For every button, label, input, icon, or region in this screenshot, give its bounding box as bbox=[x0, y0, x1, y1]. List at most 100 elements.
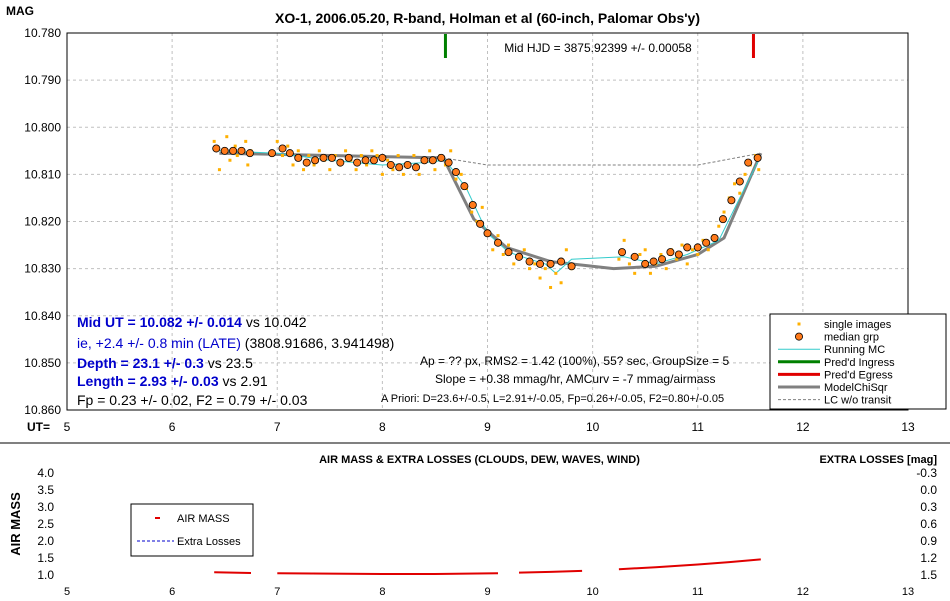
single-image-point bbox=[470, 210, 474, 214]
median-point bbox=[327, 153, 336, 162]
extra-losses-tick: 0.9 bbox=[920, 534, 937, 548]
single-image-point bbox=[246, 163, 250, 167]
single-image-point bbox=[549, 285, 553, 289]
x-tick-label: 13 bbox=[901, 420, 915, 434]
ap-annotation: Ap = ?? px, RMS2 = 1.42 (100%), 55? sec,… bbox=[420, 354, 730, 368]
x-tick-label: 6 bbox=[169, 420, 176, 434]
extra-losses-tick: -0.3 bbox=[916, 466, 937, 480]
single-image-point bbox=[538, 276, 542, 280]
extra-losses-legend-label: Extra Losses bbox=[177, 536, 241, 548]
single-image-point bbox=[675, 257, 679, 261]
slope-annotation: Slope = +0.38 mmag/hr, AMCurv = -7 mmag/… bbox=[435, 372, 715, 386]
annotation-span: Length = 2.93 +/- 0.03 bbox=[77, 373, 219, 389]
median-point bbox=[237, 146, 246, 155]
airmass-title: AIR MASS & EXTRA LOSSES (CLOUDS, DEW, WA… bbox=[319, 454, 640, 466]
median-point bbox=[515, 252, 524, 261]
median-point bbox=[420, 156, 429, 165]
annotation-span: Fp = 0.23 +/- 0.02, F2 = 0.79 +/- 0.03 bbox=[77, 392, 308, 408]
airmass-y-tick: 1.0 bbox=[37, 568, 54, 582]
median-point bbox=[536, 259, 545, 268]
single-image-point bbox=[522, 248, 526, 252]
single-image-point bbox=[696, 252, 700, 256]
median-point bbox=[245, 149, 254, 158]
x-tick-label: 7 bbox=[274, 420, 281, 434]
y-tick-label: 10.810 bbox=[24, 167, 61, 181]
single-image-point bbox=[225, 135, 229, 139]
single-image-point bbox=[212, 139, 216, 143]
single-image-point bbox=[233, 144, 237, 148]
median-point bbox=[285, 149, 294, 158]
airmass-line bbox=[214, 558, 761, 575]
annotation-span: (3808.91686, 3.941498) bbox=[241, 335, 394, 351]
median-point bbox=[468, 201, 477, 210]
single-image-point bbox=[417, 172, 421, 176]
median-point bbox=[702, 238, 711, 247]
median-point bbox=[693, 243, 702, 252]
extra-losses-label: EXTRA LOSSES [mag] bbox=[819, 454, 937, 466]
single-image-point bbox=[328, 168, 332, 172]
airmass-y-tick: 3.5 bbox=[37, 483, 54, 497]
legend-label: single images bbox=[824, 319, 892, 331]
single-image-point bbox=[627, 262, 631, 266]
single-image-point bbox=[359, 154, 363, 158]
single-image-point bbox=[757, 168, 761, 172]
x-tick-label: 9 bbox=[484, 420, 491, 434]
airmass-x-tick: 11 bbox=[692, 586, 703, 598]
airmass-legend-box bbox=[130, 503, 254, 557]
single-image-point bbox=[354, 168, 358, 172]
median-point bbox=[727, 196, 736, 205]
extra-losses-tick: 0.3 bbox=[920, 500, 937, 514]
y-tick-label: 10.830 bbox=[24, 262, 61, 276]
model-line bbox=[219, 151, 763, 271]
single-image-point bbox=[685, 262, 689, 266]
y-tick-label: 10.790 bbox=[24, 73, 61, 87]
single-image-point bbox=[690, 248, 694, 252]
single-image-point bbox=[528, 267, 532, 271]
single-image-point bbox=[622, 238, 626, 242]
airmass-y-tick: 2.0 bbox=[37, 534, 54, 548]
single-image-point bbox=[449, 149, 453, 153]
airmass-y-tick: 1.5 bbox=[37, 551, 54, 565]
legend-label: Running MC bbox=[824, 344, 885, 356]
median-point bbox=[319, 153, 328, 162]
single-image-point bbox=[717, 224, 721, 228]
median-point bbox=[546, 259, 555, 268]
single-image-point bbox=[507, 243, 511, 247]
single-image-point bbox=[401, 172, 405, 176]
median-point bbox=[710, 233, 719, 242]
median-point bbox=[437, 153, 446, 162]
single-image-point bbox=[291, 163, 295, 167]
x-tick-label: 5 bbox=[64, 420, 71, 434]
single-image-point bbox=[391, 168, 395, 172]
single-image-point bbox=[733, 182, 737, 186]
single-image-point bbox=[454, 177, 458, 181]
median-point bbox=[557, 257, 566, 266]
median-point bbox=[683, 243, 692, 252]
airmass-y-tick: 4.0 bbox=[37, 466, 54, 480]
single-image-point bbox=[302, 168, 306, 172]
airmass-x-tick: 6 bbox=[169, 586, 175, 598]
airmass-y-tick: 3.0 bbox=[37, 500, 54, 514]
single-image-point bbox=[296, 149, 300, 153]
single-image-point bbox=[281, 154, 285, 158]
median-point bbox=[386, 160, 395, 169]
single-image-point bbox=[244, 139, 248, 143]
mid-hjd-label: Mid HJD = 3875.92399 +/- 0.00058 bbox=[504, 41, 692, 55]
median-point bbox=[504, 248, 513, 257]
median-point bbox=[483, 229, 492, 238]
median-point bbox=[630, 252, 639, 261]
single-image-point bbox=[217, 168, 221, 172]
median-point bbox=[212, 144, 221, 153]
median-point bbox=[476, 219, 485, 228]
median-point bbox=[428, 156, 437, 165]
x-tick-label: 11 bbox=[692, 420, 705, 434]
median-point bbox=[460, 182, 469, 191]
median-point bbox=[744, 158, 753, 167]
legend-swatch-single bbox=[797, 322, 801, 326]
single-image-point bbox=[396, 154, 400, 158]
single-image-point bbox=[559, 281, 563, 285]
extra-losses-tick: 1.5 bbox=[920, 568, 937, 582]
median-point bbox=[718, 215, 727, 224]
median-point bbox=[403, 160, 412, 169]
single-image-point bbox=[633, 271, 637, 275]
